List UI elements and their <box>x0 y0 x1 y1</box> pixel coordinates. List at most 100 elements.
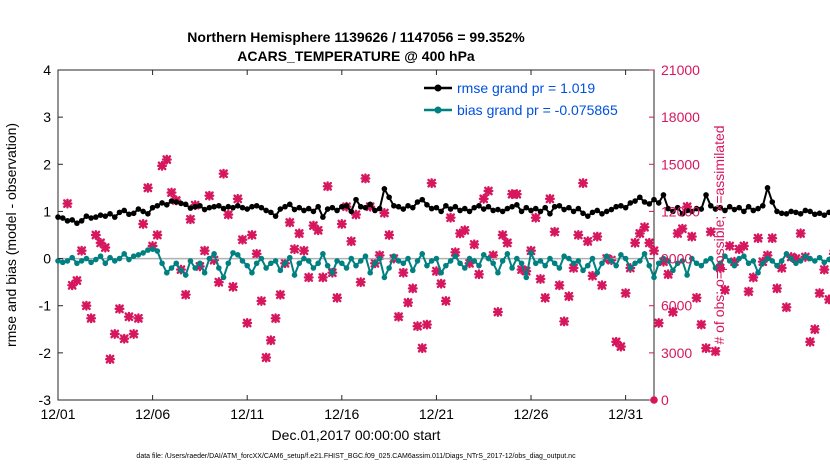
rmse-point <box>466 208 473 215</box>
rmse-point <box>163 202 170 208</box>
obs-point <box>138 218 149 230</box>
bias-point <box>703 258 709 264</box>
rmse-point <box>655 200 662 206</box>
obs-point <box>251 248 262 259</box>
obs-point <box>644 237 655 248</box>
rmse-point <box>509 203 515 210</box>
bias-point <box>769 258 776 264</box>
bias-point <box>443 262 449 269</box>
obs-point <box>275 289 286 300</box>
x-tick-label: 12/26 <box>513 406 548 422</box>
bias-point <box>286 254 293 261</box>
bias-point <box>537 258 544 264</box>
rmse-point <box>419 196 426 203</box>
rmse-point <box>291 206 298 213</box>
bias-point <box>130 253 137 260</box>
rmse-point <box>495 206 501 213</box>
right-y-tick-label: 15000 <box>661 156 700 172</box>
bias-point <box>301 255 307 262</box>
bias-point <box>457 260 463 267</box>
bias-point <box>726 258 733 264</box>
rmse-point <box>788 208 794 215</box>
obs-point <box>459 225 470 236</box>
obs-point <box>767 233 778 244</box>
bias-point <box>253 260 260 267</box>
bias-point <box>419 251 426 257</box>
obs-point <box>691 292 702 303</box>
obs-point <box>119 333 130 344</box>
obs-point <box>256 296 267 306</box>
obs-point <box>403 297 414 308</box>
bias-point <box>438 269 444 276</box>
x-tick-label: 12/11 <box>230 406 264 422</box>
bias-point <box>547 255 553 262</box>
rmse-point <box>821 212 828 218</box>
rmse-point <box>778 210 785 217</box>
obs-point <box>809 324 820 335</box>
rmse-point <box>339 203 345 210</box>
bias-point <box>736 255 742 262</box>
rmse-point <box>618 202 624 209</box>
right-y-tick-label: 18000 <box>661 109 700 125</box>
obs-point <box>724 240 735 252</box>
rmse-point <box>566 204 572 211</box>
bias-point <box>679 258 686 264</box>
obs-point <box>738 240 749 252</box>
rmse-point <box>561 206 567 213</box>
bias-point <box>140 250 146 256</box>
rmse-point <box>187 205 194 211</box>
obs-point <box>805 336 816 347</box>
bias-point <box>211 251 217 257</box>
legend-rmse-marker <box>434 84 442 92</box>
rmse-point <box>272 213 279 219</box>
rmse-point <box>263 207 269 214</box>
bias-point <box>499 258 506 264</box>
rmse-point <box>178 200 184 207</box>
bias-point <box>154 248 161 254</box>
left-y-tick-label: -1 <box>39 298 52 314</box>
legend-rmse-label: rmse grand pr = 1.019 <box>457 80 595 96</box>
bias-point <box>575 258 582 264</box>
bias-point <box>64 258 71 264</box>
rmse-point <box>518 208 525 215</box>
rmse-point <box>230 204 236 211</box>
obs-point <box>379 207 390 219</box>
rmse-point <box>461 205 468 212</box>
obs-point <box>71 275 82 286</box>
obs-point <box>317 272 328 283</box>
rmse-point <box>234 202 241 209</box>
bias-point <box>324 262 331 269</box>
bias-point <box>424 262 430 269</box>
obs-point <box>615 341 626 352</box>
bias-point <box>386 265 392 271</box>
rmse-point <box>310 208 317 215</box>
rmse-point <box>741 208 747 215</box>
bias-point <box>391 253 397 260</box>
obs-point <box>445 212 456 223</box>
obs-point <box>568 263 579 273</box>
obs-point <box>142 182 153 193</box>
legend-bias-label: bias grand pr = -0.075865 <box>457 102 618 118</box>
bias-point <box>471 258 478 264</box>
bias-point <box>816 254 823 261</box>
rmse-point <box>736 204 742 211</box>
obs-point <box>701 343 712 354</box>
obs-point <box>502 237 513 248</box>
rmse-point <box>400 206 407 212</box>
bias-point <box>362 253 369 260</box>
bias-point <box>570 260 577 267</box>
data-file-footer: data file: /Users/raeder/DAI/ATM_forcXX/… <box>136 453 576 460</box>
obs-point <box>705 226 716 237</box>
bias-point <box>660 255 667 262</box>
rmse-point <box>286 201 293 208</box>
bias-point <box>599 260 605 267</box>
bias-point <box>807 255 813 262</box>
bias-point <box>613 262 619 269</box>
bias-point <box>111 258 118 264</box>
bias-point <box>395 258 402 264</box>
bias-point <box>296 260 303 267</box>
rmse-point <box>717 204 724 211</box>
left-y-tick-label: 3 <box>43 109 51 125</box>
rmse-point <box>693 205 700 212</box>
rmse-point <box>320 214 326 220</box>
